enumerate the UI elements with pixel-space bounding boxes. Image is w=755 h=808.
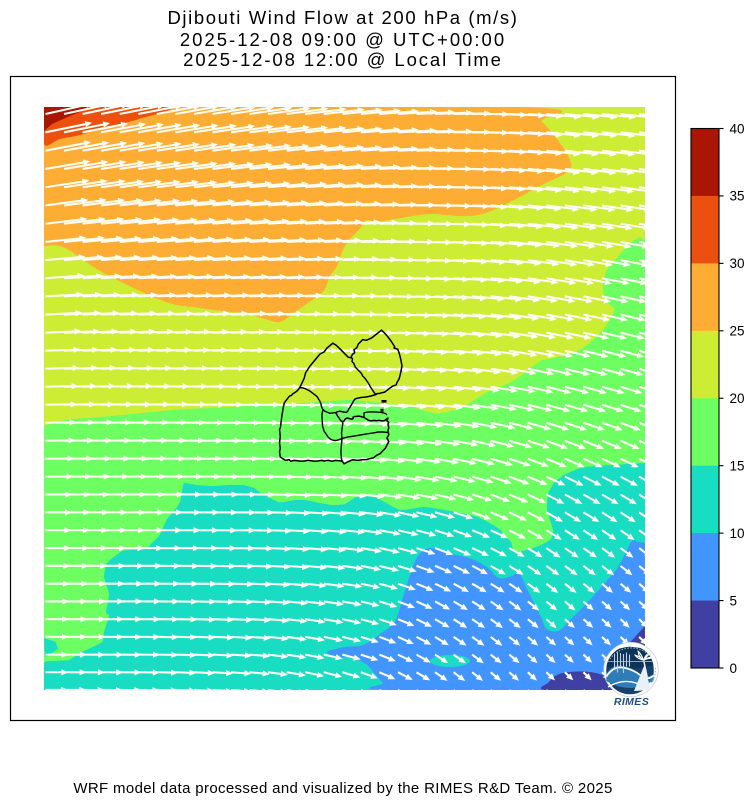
- svg-text:10: 10: [730, 526, 745, 541]
- svg-text:40: 40: [730, 121, 745, 136]
- svg-text:0: 0: [730, 661, 738, 676]
- svg-text:25: 25: [730, 324, 745, 339]
- svg-text:20: 20: [730, 391, 745, 406]
- svg-text:15: 15: [730, 458, 745, 473]
- svg-text:30: 30: [730, 256, 745, 271]
- svg-text:35: 35: [730, 189, 745, 204]
- svg-text:5: 5: [730, 593, 738, 608]
- svg-text:RIMES: RIMES: [614, 696, 649, 708]
